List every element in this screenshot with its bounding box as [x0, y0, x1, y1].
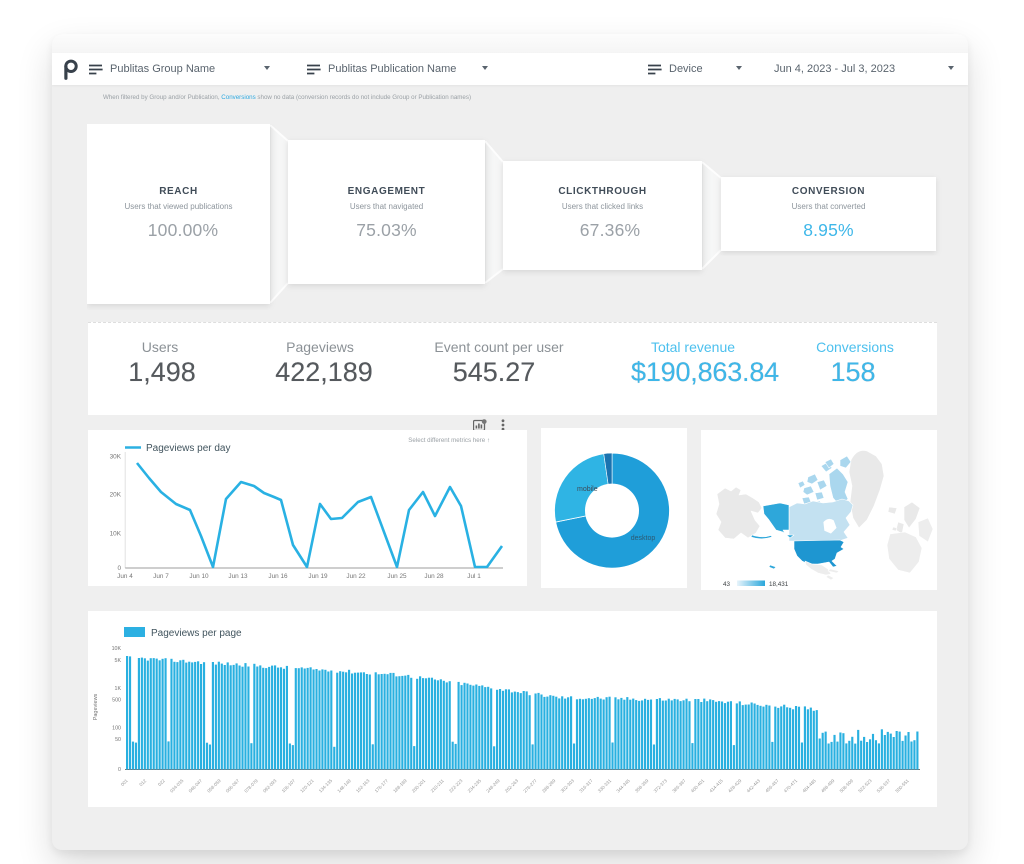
- svg-text:mobile: mobile: [577, 486, 598, 493]
- svg-text:500: 500: [112, 698, 121, 704]
- svg-text:210-211: 210-211: [430, 778, 446, 794]
- svg-text:414-415: 414-415: [708, 778, 724, 794]
- svg-text:092-093: 092-093: [262, 778, 278, 794]
- svg-text:120-121: 120-121: [299, 778, 315, 794]
- svg-text:078-079: 078-079: [243, 778, 259, 794]
- svg-text:106-107: 106-107: [281, 778, 297, 794]
- svg-text:188-189: 188-189: [392, 778, 408, 794]
- svg-text:Pageviews per page: Pageviews per page: [151, 628, 242, 639]
- svg-text:Select different metrics here: Select different metrics here ↑: [408, 437, 490, 444]
- svg-text:Pageviews: Pageviews: [93, 693, 99, 720]
- svg-text:Jun 4: Jun 4: [117, 573, 133, 580]
- svg-text:484-485: 484-485: [801, 778, 817, 794]
- svg-text:5K: 5K: [115, 658, 122, 664]
- svg-text:162-163: 162-163: [355, 778, 371, 794]
- svg-text:Jul 1: Jul 1: [467, 573, 481, 580]
- svg-text:Jun 13: Jun 13: [228, 573, 248, 580]
- svg-text:18,431: 18,431: [769, 581, 789, 588]
- svg-text:10K: 10K: [112, 646, 122, 652]
- svg-text:176-177: 176-177: [374, 778, 390, 794]
- svg-text:10K: 10K: [110, 530, 122, 537]
- svg-text:Jun 25: Jun 25: [387, 573, 407, 580]
- svg-text:222-223: 222-223: [448, 778, 464, 794]
- svg-text:262-263: 262-263: [504, 778, 520, 794]
- svg-text:358-359: 358-359: [634, 778, 650, 794]
- svg-text:0: 0: [117, 565, 121, 572]
- svg-text:550-551: 550-551: [894, 778, 910, 794]
- svg-text:508-509: 508-509: [839, 778, 855, 794]
- svg-text:330-331: 330-331: [597, 778, 613, 794]
- svg-text:0: 0: [118, 767, 121, 773]
- svg-text:Jun 10: Jun 10: [189, 573, 209, 580]
- svg-text:522-523: 522-523: [857, 778, 873, 794]
- svg-text:148-149: 148-149: [336, 778, 352, 794]
- svg-text:1K: 1K: [115, 686, 122, 692]
- svg-text:536-537: 536-537: [876, 778, 892, 794]
- svg-text:058-059: 058-059: [206, 778, 222, 794]
- svg-text:50: 50: [115, 737, 121, 743]
- svg-text:034-035: 034-035: [169, 778, 185, 794]
- svg-text:442-443: 442-443: [746, 778, 762, 794]
- svg-text:200-201: 200-201: [411, 778, 427, 794]
- svg-text:248-249: 248-249: [485, 778, 501, 794]
- svg-text:012: 012: [138, 778, 147, 787]
- svg-text:456-457: 456-457: [764, 778, 780, 794]
- svg-text:Pageviews per day: Pageviews per day: [146, 443, 231, 454]
- svg-text:20K: 20K: [110, 491, 122, 498]
- svg-text:046-047: 046-047: [188, 778, 204, 794]
- svg-text:43: 43: [723, 581, 731, 588]
- svg-text:Jun 7: Jun 7: [153, 573, 169, 580]
- svg-text:022: 022: [157, 778, 166, 787]
- svg-text:344-345: 344-345: [615, 778, 631, 794]
- svg-text:276-277: 276-277: [522, 778, 538, 794]
- svg-text:302-303: 302-303: [560, 778, 576, 794]
- svg-text:066-067: 066-067: [225, 778, 241, 794]
- svg-text:desktop: desktop: [631, 535, 656, 542]
- svg-text:Jun 28: Jun 28: [424, 573, 444, 580]
- svg-text:316-317: 316-317: [578, 778, 594, 794]
- svg-text:372-373: 372-373: [653, 778, 669, 794]
- svg-text:428-429: 428-429: [727, 778, 743, 794]
- svg-text:498-499: 498-499: [820, 778, 836, 794]
- svg-text:30K: 30K: [110, 453, 122, 460]
- svg-text:470-471: 470-471: [783, 778, 799, 794]
- svg-text:386-387: 386-387: [671, 778, 687, 794]
- svg-text:100: 100: [112, 726, 121, 732]
- svg-text:400-401: 400-401: [690, 778, 706, 794]
- svg-text:134-135: 134-135: [318, 778, 334, 794]
- svg-text:288-289: 288-289: [541, 778, 557, 794]
- svg-text:Jun 16: Jun 16: [268, 573, 288, 580]
- svg-text:Jun 19: Jun 19: [308, 573, 328, 580]
- svg-text:001: 001: [120, 778, 129, 787]
- svg-text:234-235: 234-235: [467, 778, 483, 794]
- svg-text:Jun 22: Jun 22: [346, 573, 366, 580]
